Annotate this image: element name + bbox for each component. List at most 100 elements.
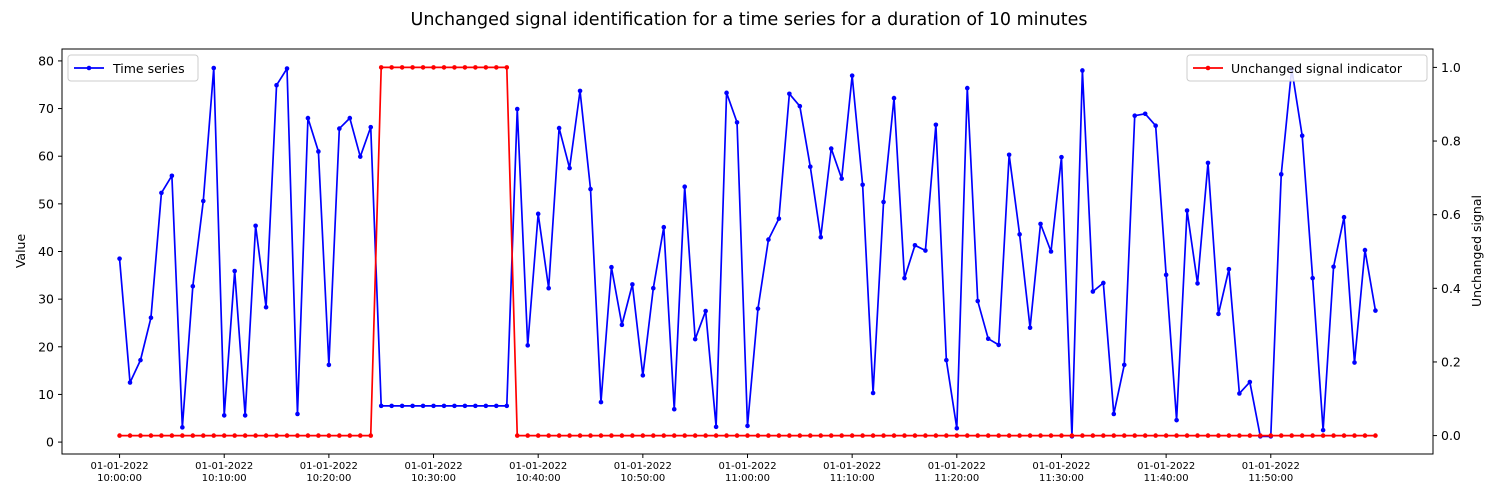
- x-tick-date-4: 01-01-2022: [509, 461, 567, 472]
- y2-tick-label-0: 0.0: [1441, 428, 1461, 443]
- unchanged-indicator-point: [232, 433, 237, 438]
- legend-left: Time series: [67, 54, 199, 82]
- time-series-point: [546, 285, 551, 291]
- time-series-point: [954, 425, 960, 431]
- x-tick-time-10: 11:40:00: [1144, 473, 1189, 484]
- y2-tick-label-5: 1.0: [1441, 60, 1461, 75]
- x-tick-date-1: 01-01-2022: [195, 461, 253, 472]
- unchanged-indicator-point: [1069, 433, 1075, 438]
- time-series-point: [797, 103, 803, 109]
- time-series-point: [682, 184, 688, 189]
- unchanged-indicator-point: [159, 433, 164, 438]
- unchanged-indicator-point: [724, 433, 729, 438]
- time-series-point: [1184, 208, 1190, 213]
- time-series-point: [221, 413, 227, 418]
- time-series-point: [891, 95, 897, 101]
- y-tick-label-5: 50: [38, 196, 54, 211]
- unchanged-indicator-point: [483, 65, 489, 70]
- x-tick-time-9: 11:30:00: [1039, 473, 1084, 484]
- unchanged-indicator-point: [462, 65, 468, 70]
- unchanged-indicator-point: [117, 433, 122, 438]
- unchanged-indicator-point: [253, 433, 258, 438]
- time-series-point: [1216, 311, 1221, 317]
- unchanged-indicator-point: [745, 433, 750, 438]
- x-tick-time-3: 10:30:00: [411, 473, 456, 484]
- x-tick-date-2: 01-01-2022: [300, 461, 358, 472]
- unchanged-indicator-point: [1059, 433, 1064, 438]
- unchanged-indicator-point: [556, 433, 562, 438]
- unchanged-indicator-point: [242, 433, 248, 438]
- time-series-point: [923, 248, 928, 253]
- x-tick-time-5: 10:50:00: [620, 473, 665, 484]
- unchanged-indicator-point: [902, 433, 907, 438]
- time-series-point: [159, 190, 164, 196]
- time-series-point: [860, 182, 865, 188]
- unchanged-indicator-point: [494, 65, 499, 70]
- unchanged-indicator-point: [766, 433, 771, 438]
- unchanged-indicator-point: [671, 433, 677, 438]
- time-series-point: [630, 282, 635, 287]
- time-series-point: [1006, 152, 1012, 158]
- unchanged-indicator-point: [431, 65, 436, 70]
- y-tick-label-7: 70: [38, 101, 54, 116]
- time-series-point: [881, 199, 886, 205]
- time-series-point: [1352, 360, 1357, 365]
- unchanged-indicator-point: [1006, 433, 1012, 438]
- unchanged-indicator-point: [1163, 433, 1169, 438]
- time-series-point: [1059, 154, 1064, 160]
- unchanged-indicator-point: [609, 433, 614, 438]
- time-series-point: [724, 90, 729, 96]
- time-series-point: [316, 149, 321, 154]
- unchanged-indicator-point: [797, 433, 803, 438]
- time-series-point: [1310, 275, 1315, 281]
- time-series-point: [190, 283, 196, 289]
- y-axis-label: Value: [13, 234, 28, 269]
- unchanged-indicator-point: [504, 65, 510, 70]
- time-series-point: [1195, 281, 1200, 286]
- y-tick-label-6: 60: [38, 149, 54, 164]
- series-time-series: [117, 65, 1378, 439]
- time-series-point: [253, 223, 258, 229]
- time-series-point: [1142, 111, 1148, 117]
- time-series-point: [284, 66, 290, 71]
- unchanged-indicator-point: [263, 433, 269, 438]
- unchanged-indicator-point: [1247, 433, 1253, 438]
- unchanged-indicator-point: [441, 65, 447, 70]
- y-tick-label-0: 0: [46, 435, 54, 450]
- unchanged-indicator-point: [1142, 433, 1148, 438]
- time-series-point: [713, 424, 719, 430]
- unchanged-indicator-point: [828, 433, 834, 438]
- time-series-point: [1320, 427, 1326, 433]
- x-tick-date-0: 01-01-2022: [90, 461, 148, 472]
- unchanged-indicator-point: [284, 433, 290, 438]
- time-series-point: [577, 88, 583, 94]
- unchanged-indicator-point: [1299, 433, 1305, 438]
- legend-label-unchanged-indicator: Unchanged signal indicator: [1231, 61, 1403, 76]
- y2-axis-label: Unchanged signal: [1469, 195, 1484, 307]
- time-series-point: [807, 164, 813, 169]
- x-tick-time-6: 11:00:00: [725, 473, 770, 484]
- time-series-point: [1237, 391, 1242, 396]
- time-series-point: [818, 234, 824, 240]
- unchanged-indicator-point: [1320, 433, 1326, 438]
- unchanged-indicator-point: [169, 433, 175, 438]
- unchanged-indicator-point: [1121, 433, 1127, 438]
- time-series-point: [1027, 325, 1033, 331]
- time-series-point: [598, 399, 604, 405]
- x-tick-time-4: 10:40:00: [516, 473, 561, 484]
- time-series-point: [651, 285, 656, 291]
- time-series-point: [1080, 68, 1085, 73]
- time-series-point: [975, 298, 981, 304]
- time-series-point: [274, 82, 279, 88]
- time-series-point: [671, 406, 677, 412]
- time-series-point: [305, 115, 311, 121]
- time-series-point: [734, 120, 740, 125]
- unchanged-indicator-point: [1331, 433, 1336, 438]
- unchanged-indicator-point: [703, 433, 708, 438]
- unchanged-indicator-point: [996, 433, 1001, 438]
- unchanged-indicator-point: [577, 433, 583, 438]
- time-series-point: [483, 403, 489, 409]
- unchanged-indicator-point: [682, 433, 688, 438]
- unchanged-indicator-point: [588, 433, 593, 438]
